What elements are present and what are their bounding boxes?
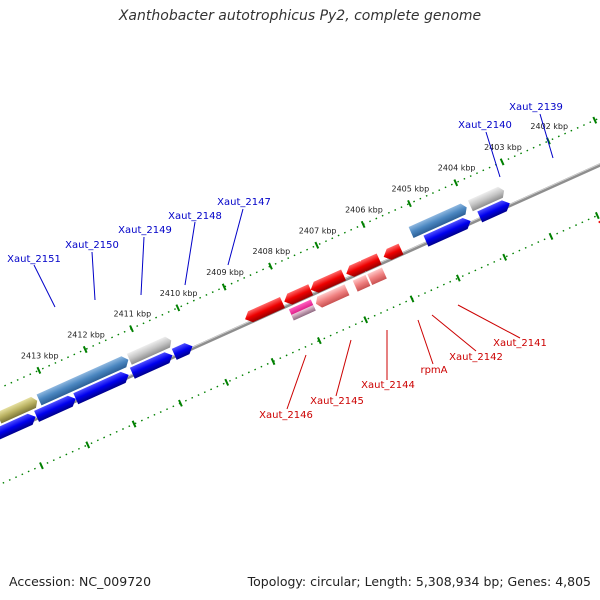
- forward-major-tick: [82, 345, 88, 354]
- callout-line-xaut-2149: [140, 236, 145, 296]
- reverse-major-tick: [317, 337, 322, 345]
- reverse-track-line: [0, 192, 600, 490]
- reverse-major-tick: [363, 316, 369, 324]
- reverse-feature-bar-rpma: [352, 274, 371, 292]
- reverse-gene-xaut-2141[interactable]: [381, 243, 404, 263]
- tick-label-2408: 2408 kbp: [253, 247, 291, 256]
- forward-major-tick: [36, 366, 42, 374]
- reverse-gene-xaut-2144[interactable]: [308, 269, 347, 295]
- reverse-gene-xaut-2145[interactable]: [282, 284, 314, 307]
- tick-label-2409: 2409 kbp: [206, 268, 244, 277]
- gene-label-xaut-2150[interactable]: Xaut_2150: [65, 240, 119, 251]
- callout-line-xaut-2147: [227, 208, 244, 266]
- callout-line-rpma: [417, 319, 434, 365]
- reverse-major-tick: [456, 274, 461, 282]
- callout-line-xaut-2140: [485, 131, 501, 178]
- kbp-tick-labels: 2402 kbp 2403 kbp 2404 kbp 2405 kbp 2406…: [21, 122, 568, 360]
- reverse-callout-lines: [286, 304, 521, 410]
- reverse-major-tick: [270, 357, 276, 366]
- forward-major-tick: [499, 158, 505, 166]
- reverse-major-tick: [594, 211, 600, 220]
- callout-line-xaut-2148: [184, 221, 196, 286]
- forward-major-tick: [407, 199, 412, 208]
- forward-major-tick: [314, 241, 320, 249]
- reverse-major-tick: [502, 253, 508, 261]
- forward-major-tick: [175, 304, 181, 312]
- reverse-major-tick: [131, 420, 137, 428]
- gene-label-xaut-2142[interactable]: Xaut_2142: [449, 352, 503, 363]
- callout-line-xaut-2141: [457, 304, 521, 339]
- forward-major-tick: [129, 325, 134, 333]
- callout-line-xaut-2151: [33, 264, 56, 308]
- gene-label-xaut-2151[interactable]: Xaut_2151: [7, 254, 61, 265]
- reverse-major-tick: [178, 399, 183, 407]
- reverse-major-tick: [548, 232, 554, 240]
- forward-feature-bar-xaut-2149: [36, 356, 129, 406]
- reverse-feature-bar-xaut-2144: [315, 284, 350, 308]
- forward-gene-labels: Xaut_2139 Xaut_2140 Xaut_2147 Xaut_2148 …: [7, 102, 563, 265]
- reverse-feature-bar-xaut-2142: [367, 267, 387, 286]
- reverse-gene-labels: Xaut_2141 Xaut_2142 rpmA Xaut_2144 Xaut_…: [259, 338, 547, 421]
- callout-line-xaut-2139: [539, 113, 554, 159]
- forward-track-line: [0, 112, 600, 410]
- callout-line-xaut-2150: [91, 251, 96, 301]
- forward-gene-xaut-2148[interactable]: [129, 350, 175, 379]
- gene-label-xaut-2148[interactable]: Xaut_2148: [168, 211, 222, 222]
- page-title: Xanthobacter autotrophicus Py2, complete…: [118, 8, 482, 24]
- tick-label-2413: 2413 kbp: [21, 351, 59, 360]
- tick-label-2403: 2403 kbp: [484, 143, 522, 152]
- tick-label-2406: 2406 kbp: [345, 205, 383, 214]
- gene-label-xaut-2147[interactable]: Xaut_2147: [217, 197, 271, 208]
- accession-text: Accession: NC_009720: [9, 574, 152, 589]
- forward-gene-xaut-2140[interactable]: [423, 216, 473, 247]
- forward-gene-xaut-2149b[interactable]: [73, 369, 131, 405]
- gene-label-xaut-2141[interactable]: Xaut_2141: [493, 338, 547, 349]
- forward-gene-xaut-2150[interactable]: [0, 411, 38, 442]
- tick-label-2407: 2407 kbp: [299, 226, 337, 235]
- forward-callout-lines: [33, 113, 554, 308]
- tick-label-2410: 2410 kbp: [160, 289, 198, 298]
- forward-gene-xaut-2139[interactable]: [477, 198, 512, 223]
- gene-label-xaut-2144[interactable]: Xaut_2144: [361, 380, 415, 391]
- reverse-major-tick: [409, 295, 415, 303]
- forward-major-tick: [360, 220, 366, 229]
- gene-label-xaut-2145[interactable]: Xaut_2145: [310, 396, 364, 407]
- gene-label-xaut-2146[interactable]: Xaut_2146: [259, 410, 313, 421]
- tick-label-2404: 2404 kbp: [438, 164, 476, 173]
- forward-major-tick: [453, 179, 459, 187]
- forward-gene-xaut-2149a[interactable]: [34, 393, 78, 422]
- callout-line-xaut-2146: [286, 354, 307, 410]
- reverse-gene-xaut-2146[interactable]: [243, 296, 285, 325]
- genome-strip: [0, 112, 600, 490]
- forward-gene-xaut-2147[interactable]: [171, 341, 195, 360]
- callout-line-xaut-2145: [335, 339, 352, 397]
- genome-summary-text: Topology: circular; Length: 5,308,934 bp…: [247, 574, 591, 589]
- callout-line-xaut-2142: [431, 314, 477, 352]
- reverse-gene-xaut-2142[interactable]: [356, 253, 382, 273]
- gene-label-xaut-2149[interactable]: Xaut_2149: [118, 225, 172, 236]
- forward-feature-bar-xaut-2139: [467, 186, 505, 212]
- forward-feature-bar-xaut-2140: [408, 203, 467, 238]
- forward-major-tick: [221, 283, 227, 291]
- reverse-major-tick: [39, 462, 44, 470]
- reverse-feature-bar-xaut-2145-lower: [291, 305, 316, 321]
- forward-major-tick: [592, 116, 598, 124]
- reverse-major-tick: [224, 378, 230, 386]
- gene-label-xaut-2139[interactable]: Xaut_2139: [509, 102, 563, 113]
- reverse-major-ticks: [39, 211, 600, 470]
- reverse-major-tick: [85, 441, 91, 449]
- gene-label-rpma[interactable]: rpmA: [420, 365, 447, 376]
- tick-label-2405: 2405 kbp: [392, 185, 430, 194]
- forward-major-tick: [268, 262, 273, 270]
- forward-feature-bar-xaut-2148: [126, 336, 172, 365]
- gene-label-xaut-2140[interactable]: Xaut_2140: [458, 120, 512, 131]
- tick-label-2402: 2402 kbp: [530, 122, 568, 131]
- tick-label-2411: 2411 kbp: [114, 310, 152, 319]
- forward-feature-bar-xaut-2150: [0, 396, 38, 424]
- tick-label-2412: 2412 kbp: [67, 331, 105, 340]
